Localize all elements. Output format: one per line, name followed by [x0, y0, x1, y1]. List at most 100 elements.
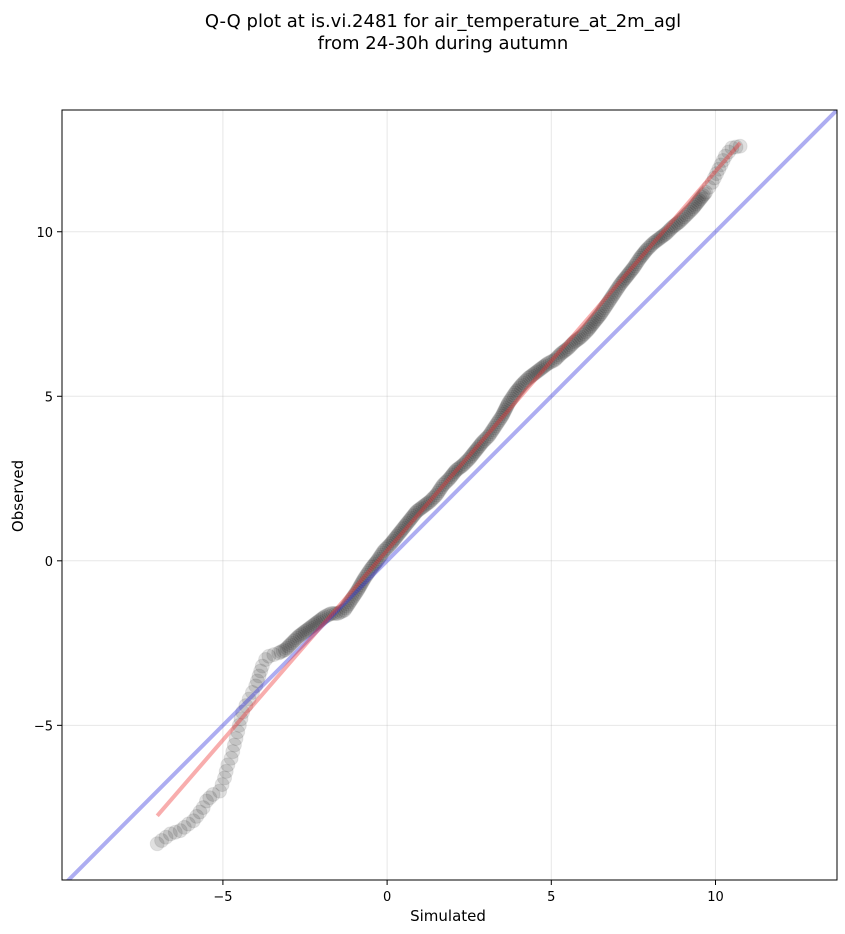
quantile-point: [616, 271, 632, 287]
quantile-point: [406, 507, 422, 523]
quantile-point: [286, 633, 302, 649]
quantile-point: [495, 406, 511, 422]
quantile-point: [648, 233, 664, 249]
quantile-point: [273, 644, 289, 660]
quantile-point: [409, 503, 425, 519]
quantile-point: [289, 630, 305, 646]
quantile-point: [582, 319, 598, 335]
quantile-point: [423, 492, 439, 508]
quantile-point: [552, 347, 568, 363]
quantile-point: [627, 258, 643, 274]
quantile-point: [388, 530, 404, 546]
quantile-point: [658, 225, 674, 241]
quantile-point: [732, 138, 748, 154]
quantile-point: [466, 444, 482, 460]
quantile-point: [484, 424, 500, 440]
quantile-point: [410, 502, 426, 518]
quantile-point: [420, 495, 436, 511]
quantile-point: [505, 389, 521, 405]
quantile-point: [230, 724, 246, 740]
quantile-point: [385, 533, 401, 549]
quantile-point: [443, 469, 459, 485]
y-tick-label: 10: [36, 226, 53, 241]
quantile-point: [167, 824, 183, 840]
quantile-point: [302, 620, 318, 636]
quantile-point: [271, 645, 287, 661]
quantile-point: [440, 472, 456, 488]
quantile-point: [615, 273, 631, 289]
quantile-point: [334, 603, 350, 619]
quantile-point: [434, 479, 450, 495]
quantile-point: [660, 224, 676, 240]
quantile-point: [223, 750, 239, 766]
quantile-point: [600, 294, 616, 310]
quantile-point: [632, 250, 648, 266]
quantile-point: [162, 826, 178, 842]
quantile-point: [458, 454, 474, 470]
quantile-point: [623, 263, 639, 279]
quantile-point: [606, 286, 622, 302]
quantile-point: [244, 684, 260, 700]
quantile-point: [540, 355, 556, 371]
quantile-point: [235, 704, 251, 720]
quantile-point: [673, 212, 689, 228]
quantile-point: [375, 545, 391, 561]
quantile-point: [212, 783, 228, 799]
quantile-point: [508, 383, 524, 399]
quantile-point: [344, 590, 360, 606]
quantile-point: [619, 268, 635, 284]
quantile-point: [292, 627, 308, 643]
quantile-point: [447, 464, 463, 480]
quantile-point: [372, 549, 388, 565]
quantile-point: [489, 416, 505, 432]
quantile-point: [515, 375, 531, 391]
quantile-point: [231, 717, 247, 733]
quantile-point: [473, 436, 489, 452]
quantile-point: [390, 526, 406, 542]
quantile-point: [368, 554, 384, 570]
quantile-point: [468, 443, 484, 459]
quantile-point: [530, 363, 546, 379]
quantile-point: [253, 663, 269, 679]
quantile-point: [511, 380, 527, 396]
quantile-point: [365, 558, 381, 574]
quantile-point: [189, 808, 205, 824]
quantile-point: [597, 300, 612, 316]
quantile-point: [578, 324, 594, 340]
quantile-point: [444, 467, 460, 483]
quantile-point: [510, 382, 526, 398]
quantile-point: [422, 494, 438, 510]
quantile-point: [376, 543, 392, 559]
quantile-point: [361, 563, 377, 579]
quantile-point: [364, 559, 380, 575]
quantile-point: [455, 457, 471, 473]
quantile-point: [547, 352, 563, 368]
quantile-point: [701, 179, 717, 195]
quantile-point: [438, 474, 454, 490]
quantile-point: [428, 487, 444, 503]
quantile-point: [639, 242, 655, 258]
quantile-point: [555, 344, 571, 360]
quantile-point: [598, 298, 614, 314]
quantile-point: [500, 397, 516, 413]
quantile-point: [604, 288, 620, 304]
quantile-point: [359, 567, 375, 583]
quantile-point: [214, 777, 230, 793]
quantile-point: [583, 318, 599, 334]
quantile-point: [478, 431, 494, 447]
quantile-point: [491, 412, 507, 428]
quantile-point: [527, 365, 543, 381]
quantile-point: [407, 505, 423, 521]
quantile-point: [645, 235, 661, 251]
quantile-point: [570, 332, 586, 348]
quantile-point: [332, 604, 348, 620]
quantile-point: [465, 446, 481, 462]
quantile-point: [514, 377, 530, 393]
quantile-point: [305, 617, 321, 633]
quantile-point: [379, 540, 395, 556]
x-axis-label: Simulated: [410, 907, 486, 925]
quantile-point: [287, 632, 303, 648]
x-tick-label: 5: [547, 890, 555, 905]
quantile-point: [481, 428, 497, 444]
